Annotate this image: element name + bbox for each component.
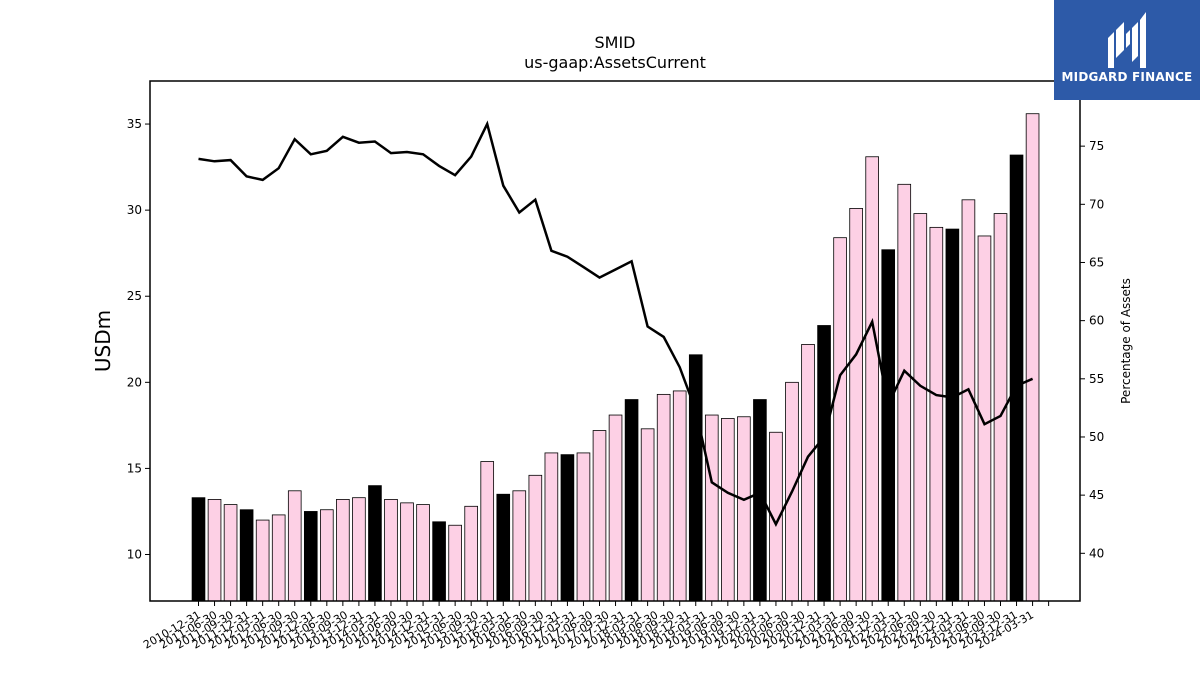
bar [320, 509, 334, 602]
plot-frame [149, 80, 1081, 602]
bar [913, 213, 928, 602]
chart-title: SMID [595, 33, 636, 52]
y-tick-label: 15 [127, 461, 142, 475]
percentage-line [198, 120, 1034, 527]
bar [656, 393, 671, 602]
bar [945, 228, 960, 602]
x-axis: 2010-12-312011-06-302011-09-302011-12-31… [141, 601, 1050, 652]
bar [801, 344, 815, 602]
bar [624, 399, 639, 602]
y-tick-label: 25 [127, 289, 142, 303]
bar [480, 461, 495, 602]
logo-text: MIDGARD FINANCE [1061, 70, 1193, 84]
bar [303, 511, 318, 602]
bar [640, 428, 655, 602]
y-axis-left: 10 15 20 25 30 35 [127, 117, 150, 562]
y2-tick-label: 45 [1089, 488, 1104, 502]
y2-tick-label: 60 [1089, 314, 1104, 328]
bar [368, 485, 382, 602]
bar [865, 156, 879, 602]
bar [287, 490, 302, 602]
bar [576, 452, 591, 602]
bar [592, 430, 607, 602]
bar [897, 183, 912, 602]
chart-subtitle: us-gaap:AssetsCurrent [524, 53, 706, 72]
y2-axis-label: Percentage of Assets [1119, 278, 1133, 404]
bar [560, 454, 575, 602]
logo-mark-icon [1108, 12, 1146, 68]
bar [544, 452, 559, 602]
y2-tick-label: 70 [1089, 197, 1104, 211]
bar [528, 474, 543, 602]
bar [352, 497, 366, 602]
y2-tick-label: 55 [1089, 372, 1104, 386]
bar [1025, 113, 1040, 602]
bar-series [191, 113, 1040, 602]
bar [223, 504, 238, 602]
y-tick-label: 20 [127, 375, 142, 389]
bar [704, 414, 719, 602]
bar [1009, 154, 1024, 602]
bar [817, 325, 831, 602]
y2-tick-label: 65 [1089, 255, 1104, 269]
bar [464, 505, 478, 602]
bar [737, 416, 751, 602]
bar [239, 509, 254, 602]
bar [608, 414, 623, 602]
bar [512, 490, 527, 602]
bar [721, 418, 735, 602]
bar [881, 249, 896, 602]
bar [929, 226, 944, 602]
y2-tick-label: 40 [1089, 546, 1104, 560]
bar [271, 514, 286, 602]
bar [496, 493, 511, 602]
y-tick-label: 10 [127, 548, 142, 562]
y-axis-label: USDm [91, 310, 115, 372]
bar [448, 524, 462, 602]
bar [416, 504, 430, 602]
y2-tick-label: 75 [1089, 139, 1104, 153]
bar [191, 497, 206, 602]
y-tick-label: 30 [127, 203, 142, 217]
bar [833, 237, 847, 602]
midgard-finance-logo: MIDGARD FINANCE [1054, 0, 1200, 100]
bar [384, 499, 398, 602]
y2-tick-label: 50 [1089, 430, 1104, 444]
bar [432, 521, 446, 602]
bar [207, 499, 222, 602]
bar [336, 499, 350, 602]
bar [255, 519, 270, 602]
bar [672, 390, 687, 602]
bar [688, 354, 703, 602]
y-axis-right: 40 45 50 55 60 65 70 75 [1080, 139, 1104, 560]
bar [400, 502, 414, 602]
bar [849, 208, 863, 602]
y-tick-label: 35 [127, 117, 142, 131]
bar [977, 235, 992, 602]
